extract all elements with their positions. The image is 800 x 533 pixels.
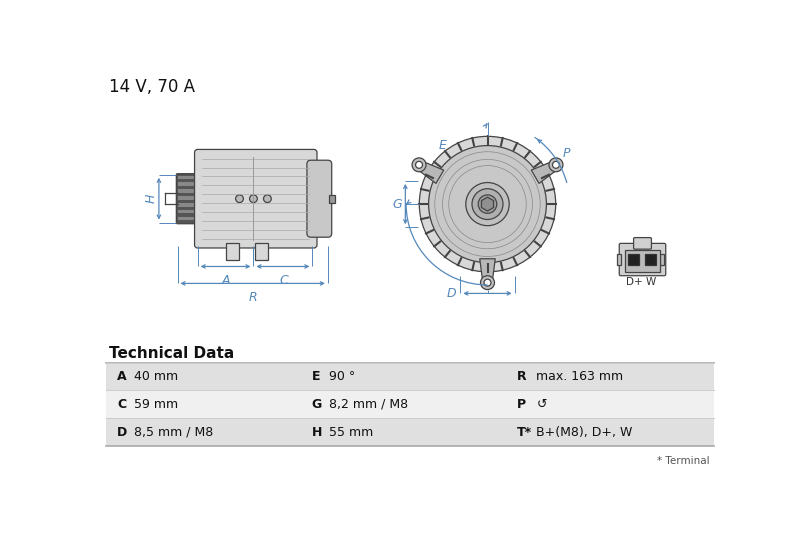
Text: R: R (517, 370, 526, 383)
Circle shape (429, 146, 546, 263)
Circle shape (263, 195, 271, 203)
FancyBboxPatch shape (307, 160, 332, 237)
FancyBboxPatch shape (634, 238, 651, 249)
Bar (106, 391, 714, 418)
Circle shape (466, 182, 510, 225)
Text: R: R (248, 291, 257, 304)
Circle shape (250, 195, 258, 203)
Text: D+: D+ (626, 277, 642, 287)
Text: max. 163 mm: max. 163 mm (536, 370, 623, 383)
Bar (178, 196, 198, 200)
Text: 14 V, 70 A: 14 V, 70 A (110, 78, 195, 96)
Text: * Terminal: * Terminal (658, 456, 710, 466)
Text: P: P (562, 147, 570, 160)
Bar (628, 254, 638, 265)
Bar (178, 182, 198, 186)
Bar (106, 363, 714, 391)
Text: 90 °: 90 ° (329, 370, 355, 383)
Text: 8,5 mm / M8: 8,5 mm / M8 (134, 425, 214, 439)
Bar (226, 244, 238, 260)
Bar (178, 203, 198, 207)
Text: T*: T* (517, 425, 532, 439)
Text: C: C (279, 274, 288, 287)
Text: Technical Data: Technical Data (110, 346, 234, 361)
Text: D: D (446, 287, 456, 300)
Text: A: A (117, 370, 126, 383)
FancyBboxPatch shape (194, 149, 317, 248)
Text: C: C (117, 398, 126, 411)
Polygon shape (417, 161, 444, 183)
Text: B+(M8), D+, W: B+(M8), D+, W (536, 425, 633, 439)
Text: ↺: ↺ (536, 398, 547, 411)
Circle shape (484, 279, 491, 286)
Circle shape (236, 195, 243, 203)
Bar (626, 251, 659, 272)
Circle shape (412, 158, 426, 172)
Bar (329, 195, 335, 203)
Circle shape (549, 158, 563, 172)
Circle shape (419, 136, 556, 272)
FancyBboxPatch shape (176, 174, 200, 224)
Bar (106, 418, 714, 446)
Text: P: P (517, 398, 526, 411)
Text: 40 mm: 40 mm (134, 370, 178, 383)
Text: 8,2 mm / M8: 8,2 mm / M8 (329, 398, 408, 411)
Text: G: G (311, 398, 322, 411)
Text: W: W (646, 277, 656, 287)
Bar (660, 254, 664, 265)
Polygon shape (480, 259, 495, 282)
Bar (178, 189, 198, 193)
Text: H: H (145, 194, 158, 204)
Bar (178, 216, 198, 220)
Text: E: E (311, 370, 320, 383)
Bar (645, 254, 656, 265)
Text: E: E (439, 140, 446, 152)
Bar (617, 254, 621, 265)
Text: 59 mm: 59 mm (134, 398, 178, 411)
Bar (178, 175, 198, 180)
Text: G: G (393, 198, 402, 211)
Text: A: A (222, 274, 230, 287)
Bar (178, 209, 198, 213)
FancyBboxPatch shape (619, 244, 666, 276)
Text: D: D (117, 425, 127, 439)
Circle shape (553, 161, 559, 168)
Polygon shape (531, 161, 558, 183)
Polygon shape (482, 197, 494, 211)
Circle shape (415, 161, 422, 168)
Bar (255, 244, 268, 260)
Text: H: H (311, 425, 322, 439)
Circle shape (472, 189, 503, 220)
Circle shape (478, 195, 497, 213)
Circle shape (481, 276, 494, 289)
Text: 55 mm: 55 mm (329, 425, 373, 439)
